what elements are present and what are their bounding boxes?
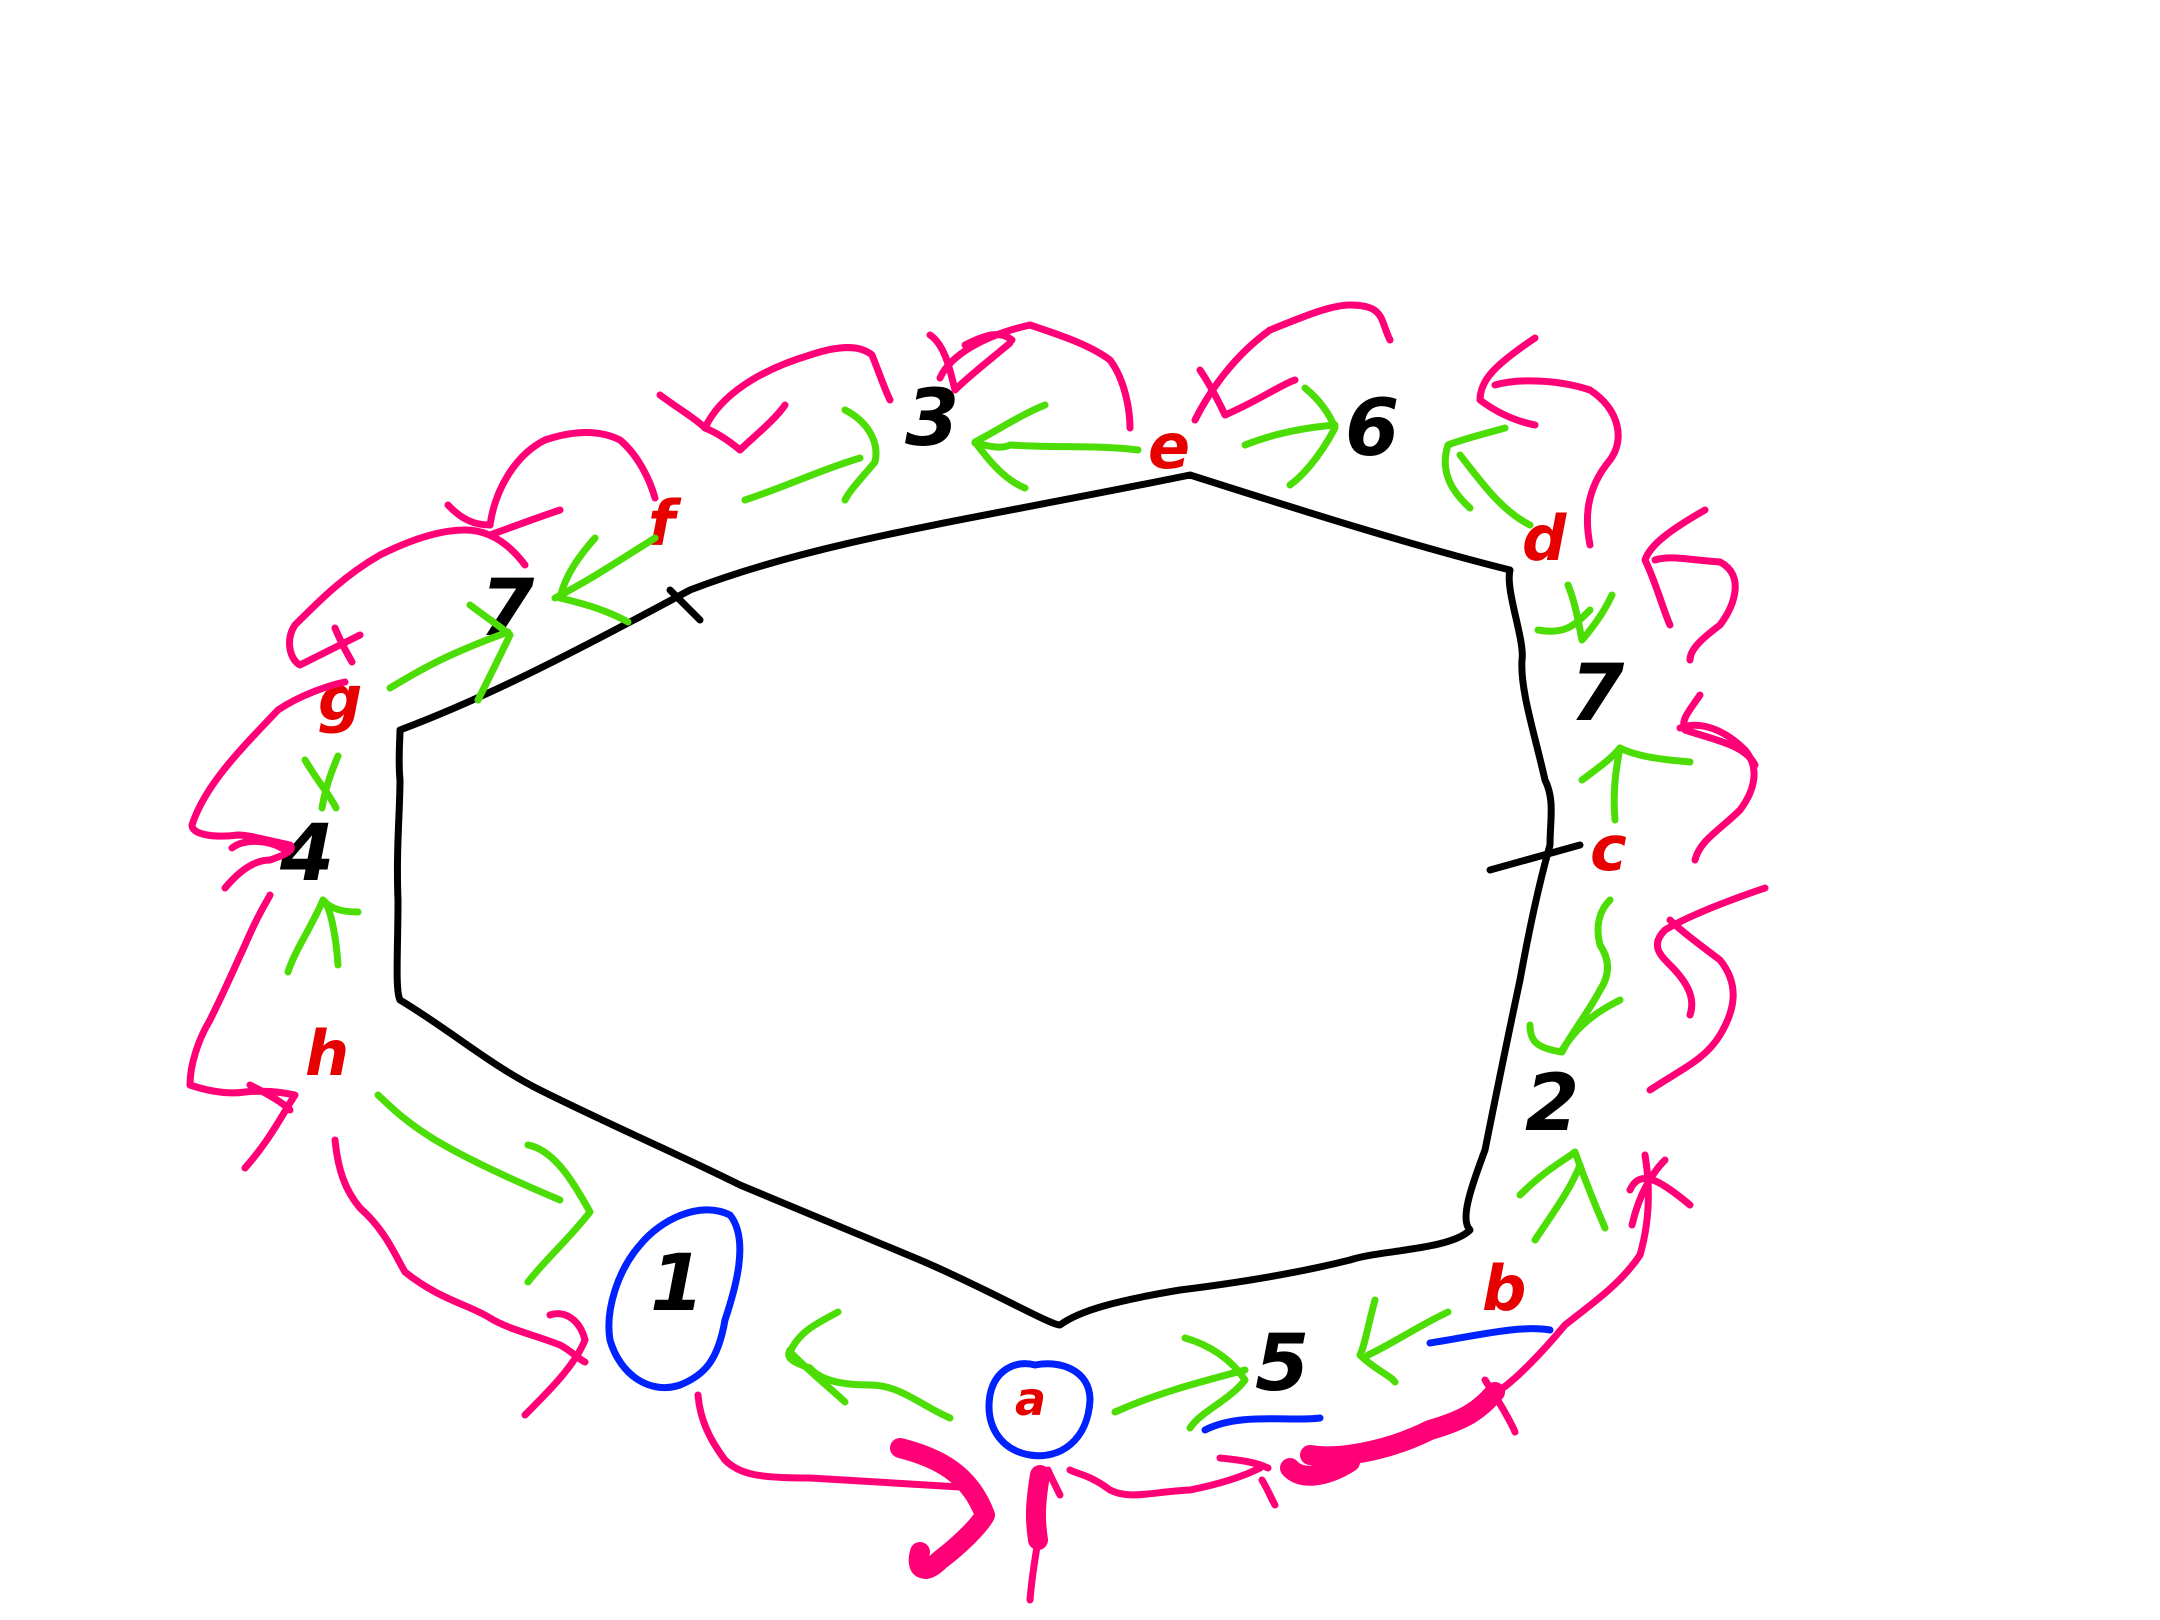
svg-text:b: b	[1482, 1252, 1526, 1325]
circle-around-1	[605, 1206, 744, 1392]
edge-label-c: c	[1590, 812, 1627, 885]
svg-text:7: 7	[1570, 649, 1625, 739]
edge-label-b: b	[1482, 1252, 1526, 1325]
svg-text:a: a	[1015, 1372, 1046, 1426]
underline-b	[1426, 1325, 1554, 1347]
octagon-outline	[393, 471, 1584, 1329]
node-label-7-right: 7	[1570, 649, 1625, 739]
node-label-3: 3	[905, 374, 959, 464]
edge-label-g: g	[318, 662, 362, 735]
svg-text:6: 6	[1345, 384, 1399, 474]
svg-text:d: d	[1522, 502, 1567, 575]
svg-text:h: h	[305, 1017, 349, 1090]
underline-5	[1201, 1414, 1324, 1434]
edge-label-e: e	[1148, 410, 1190, 483]
node-label-1: 1	[650, 1239, 704, 1329]
svg-text:c: c	[1590, 812, 1627, 885]
svg-text:1: 1	[650, 1239, 704, 1329]
svg-text:g: g	[318, 662, 362, 735]
node-label-5: 5	[1255, 1319, 1309, 1409]
node-label-6: 6	[1345, 384, 1399, 474]
edge-label-a: a	[1015, 1372, 1046, 1426]
svg-text:e: e	[1148, 410, 1190, 483]
circle-around-a	[985, 1360, 1094, 1460]
edge-label-h: h	[305, 1017, 349, 1090]
svg-text:5: 5	[1255, 1319, 1309, 1409]
edge-label-d: d	[1522, 502, 1567, 575]
green-arrows	[284, 384, 1694, 1432]
svg-text:2: 2	[1525, 1059, 1579, 1149]
svg-text:3: 3	[905, 374, 959, 464]
node-label-2: 2	[1525, 1059, 1579, 1149]
pink-arrows	[186, 301, 1769, 1604]
